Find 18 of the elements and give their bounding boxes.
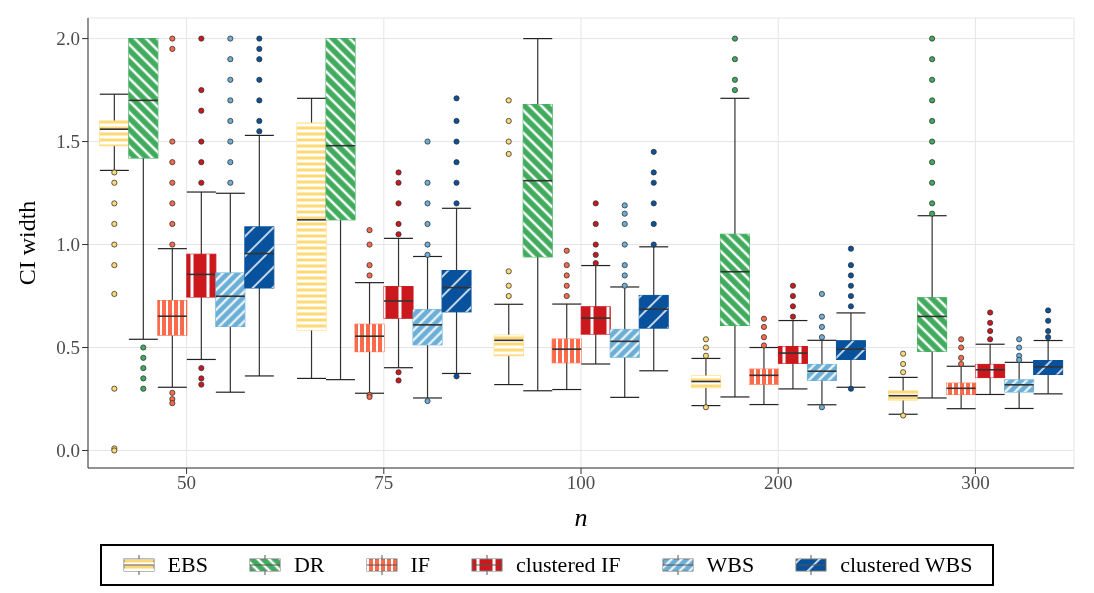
legend-label: DR bbox=[293, 552, 325, 578]
y-tick-label: 0.0 bbox=[56, 440, 80, 462]
y-tick-label: 0.5 bbox=[56, 337, 80, 359]
x-tick-label: 200 bbox=[763, 472, 793, 494]
y-tick-label: 1.5 bbox=[56, 131, 80, 153]
legend-label: IF bbox=[410, 552, 431, 578]
x-tick-label: 100 bbox=[566, 472, 596, 494]
y-tick-label: 1.0 bbox=[56, 234, 80, 256]
x-tick-label: 50 bbox=[177, 472, 197, 494]
legend-label: EBS bbox=[167, 552, 208, 578]
x-axis-title: n bbox=[574, 503, 588, 532]
legend-label: clustered WBS bbox=[840, 552, 973, 578]
y-tick-label: 2.0 bbox=[56, 28, 80, 50]
y-axis-title: CI width bbox=[13, 200, 40, 286]
legend-label: WBS bbox=[706, 552, 755, 578]
x-tick-label: 300 bbox=[961, 472, 990, 494]
legend-label: clustered IF bbox=[516, 552, 621, 578]
x-tick-label: 75 bbox=[374, 472, 394, 494]
